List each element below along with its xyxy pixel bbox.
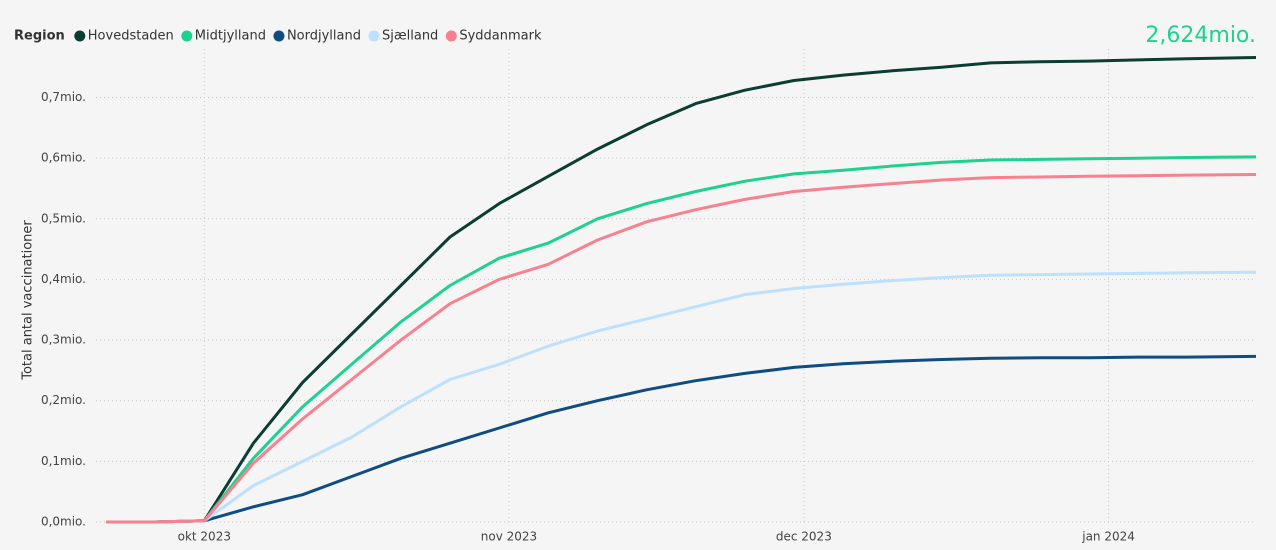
x-tick-label: dec 2023	[776, 530, 832, 544]
x-tick-label: okt 2023	[178, 530, 231, 544]
x-tick-label: jan 2024	[1081, 530, 1135, 544]
y-tick-label: 0,6mio.	[41, 151, 86, 165]
x-tick-label: nov 2023	[481, 530, 537, 544]
series-line	[106, 354, 1257, 524]
y-tick-label: 0,5mio.	[41, 211, 86, 225]
legend-marker	[445, 30, 457, 42]
series-line	[106, 173, 1257, 524]
legend-marker	[368, 30, 380, 42]
y-tick-label: 0,3mio.	[41, 333, 86, 347]
legend-label: Sjælland	[382, 29, 438, 44]
y-tick-label: 0,1mio.	[41, 454, 86, 468]
series-line	[106, 56, 1257, 524]
legend-label: Hovedstaden	[88, 29, 174, 44]
y-tick-label: 0,2mio.	[41, 393, 86, 407]
legend-label: Syddanmark	[459, 29, 542, 44]
series-line	[106, 155, 1257, 524]
legend-label: Nordjylland	[287, 29, 361, 44]
y-tick-label: 0,7mio.	[41, 90, 86, 104]
series-line	[106, 270, 1257, 524]
y-tick-label: 0,0mio.	[41, 515, 86, 529]
legend-marker	[74, 30, 86, 42]
legend-label: Midtjylland	[195, 29, 266, 44]
legend-title: Region	[14, 29, 65, 44]
kpi-value: 2,624mio.	[1145, 23, 1256, 48]
y-tick-label: 0,4mio.	[41, 272, 86, 286]
legend-marker	[273, 30, 285, 42]
y-axis-title: Total antal vaccinationer	[21, 220, 36, 381]
legend-marker	[181, 30, 193, 42]
